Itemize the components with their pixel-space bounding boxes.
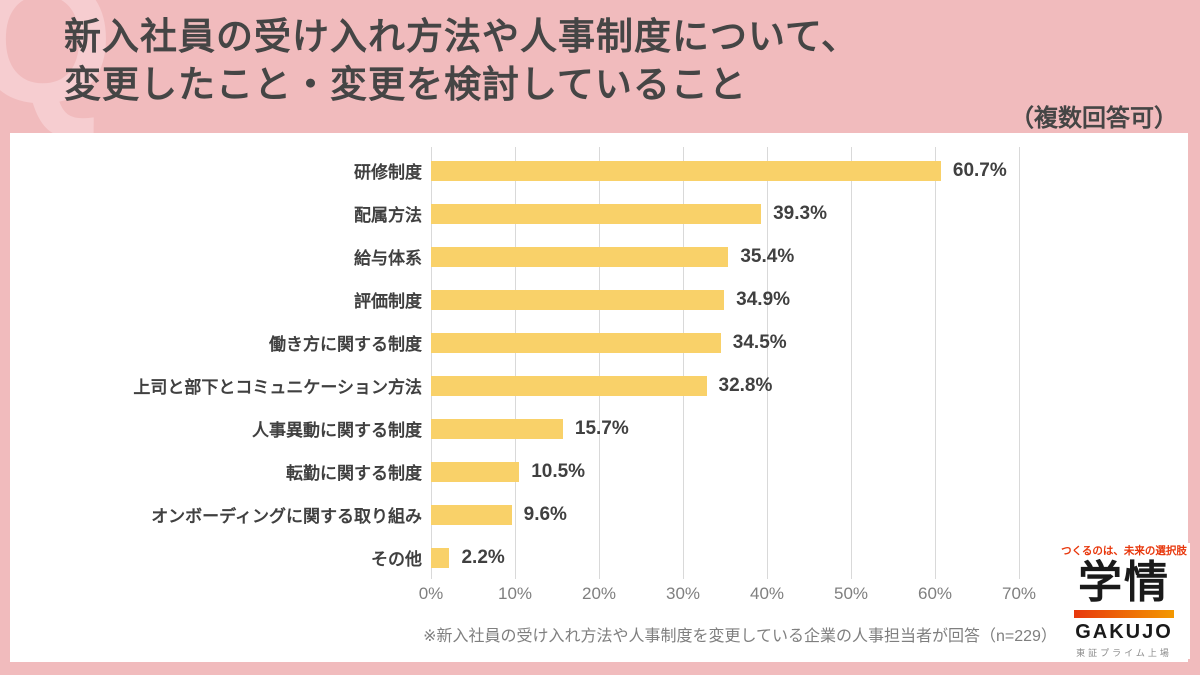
bar-cell: 39.3%: [431, 192, 1019, 235]
value-label: 35.4%: [740, 245, 795, 267]
bar: [431, 246, 729, 267]
bar: [431, 375, 707, 396]
gridline: [431, 147, 432, 579]
bar-row: 人事異動に関する制度 15.7%: [10, 407, 1188, 450]
bar-cell: 60.7%: [431, 149, 1019, 192]
bar-cell: 15.7%: [431, 407, 1019, 450]
bar-row: 働き方に関する制度 34.5%: [10, 321, 1188, 364]
chart-panel: 研修制度 60.7% 配属方法 39.3% 給与体系 35.4% 評価制度 34.9% 働き方に…: [10, 133, 1190, 662]
question-watermark: Q: [0, 0, 114, 141]
logo-name-japanese: 学情: [1078, 558, 1170, 607]
value-label: 2.2%: [461, 546, 505, 568]
gridline: [515, 147, 516, 579]
x-axis-tick: 30%: [665, 584, 701, 603]
value-label: 10.5%: [531, 460, 586, 482]
value-label: 39.3%: [773, 202, 827, 224]
bar: [431, 547, 450, 568]
bar: [431, 289, 725, 310]
gridline: [599, 147, 600, 579]
logo-tagline: つくるのは、未来の選択肢: [1061, 545, 1187, 557]
bar-row: 評価制度 34.9%: [10, 278, 1188, 321]
category-label: オンボーディングに関する取り組み: [151, 507, 422, 526]
value-label: 15.7%: [574, 417, 629, 439]
bar-row: 研修制度 60.7%: [10, 149, 1188, 192]
gridline: [851, 147, 852, 579]
bar: [431, 418, 563, 439]
category-label: 働き方に関する制度: [269, 335, 422, 354]
category-label: 配属方法: [354, 206, 422, 225]
bar: [431, 504, 512, 525]
page-title: 新入社員の受け入れ方法や人事制度について、 変更したこと・変更を検討していること: [64, 13, 859, 109]
gridline: [935, 147, 936, 579]
bar-row: 配属方法 39.3%: [10, 192, 1188, 235]
logo-stock-listing: 東証プライム上場: [1076, 648, 1172, 658]
category-label: 人事異動に関する制度: [252, 421, 422, 440]
x-axis-tick: 50%: [833, 584, 869, 603]
bar-cell: 9.6%: [431, 493, 1019, 536]
multiple-answers-note: （複数回答可）: [1010, 105, 1178, 132]
logo-gradient-bar-icon: [1074, 610, 1174, 618]
page-title-line1: 新入社員の受け入れ方法や人事制度について、: [64, 16, 860, 57]
bar-cell: 2.2%: [431, 536, 1019, 579]
bar-cell: 10.5%: [431, 450, 1019, 493]
value-label: 34.9%: [736, 288, 791, 310]
bar-row: 給与体系 35.4%: [10, 235, 1188, 278]
category-label: 評価制度: [354, 292, 422, 311]
x-axis-tick: 0%: [418, 584, 444, 603]
x-axis-tick: 40%: [749, 584, 785, 603]
category-label: 研修制度: [354, 163, 422, 182]
category-label: 上司と部下とコミュニケーション方法: [133, 378, 422, 397]
chart-footnote: ※新入社員の受け入れ方法や人事制度を変更している企業の人事担当者が回答（n=22…: [423, 628, 1057, 645]
bar-cell: 34.5%: [431, 321, 1019, 364]
x-axis-tick: 60%: [917, 584, 953, 603]
chart-gridlines: [431, 147, 1020, 579]
bar-row: 転勤に関する制度 10.5%: [10, 450, 1188, 493]
bar: [431, 203, 762, 224]
value-label: 32.8%: [718, 374, 773, 396]
value-label: 60.7%: [952, 159, 1007, 181]
category-label: 給与体系: [354, 249, 422, 268]
gridline: [1019, 147, 1020, 579]
bar-cell: 32.8%: [431, 364, 1019, 407]
gakujo-logo: つくるのは、未来の選択肢 学情 GAKUJO 東証プライム上場: [1058, 543, 1190, 659]
gridline: [683, 147, 684, 579]
bar-rows: 研修制度 60.7% 配属方法 39.3% 給与体系 35.4% 評価制度 34.9% 働き方に…: [10, 149, 1188, 579]
x-axis-tick: 70%: [1001, 584, 1037, 603]
bar: [431, 160, 941, 181]
bar-row: その他 2.2%: [10, 536, 1188, 579]
category-label: その他: [371, 550, 422, 569]
bar-cell: 34.9%: [431, 278, 1019, 321]
bar: [431, 332, 721, 353]
gridline: [767, 147, 768, 579]
value-label: 9.6%: [523, 503, 567, 525]
page-title-line2: 変更したこと・変更を検討していること: [64, 64, 747, 106]
x-axis: 0% 10% 20% 30% 40% 50% 60% 70%: [419, 584, 1036, 606]
x-axis-tick: 20%: [581, 584, 617, 603]
x-axis-tick: 10%: [497, 584, 533, 603]
logo-name-english: GAKUJO: [1075, 621, 1173, 643]
category-label: 転勤に関する制度: [286, 464, 422, 483]
bar: [431, 461, 520, 482]
bar-row: オンボーディングに関する取り組み 9.6%: [10, 493, 1188, 536]
value-label: 34.5%: [732, 331, 787, 353]
bar-cell: 35.4%: [431, 235, 1019, 278]
bar-row: 上司と部下とコミュニケーション方法 32.8%: [10, 364, 1188, 407]
